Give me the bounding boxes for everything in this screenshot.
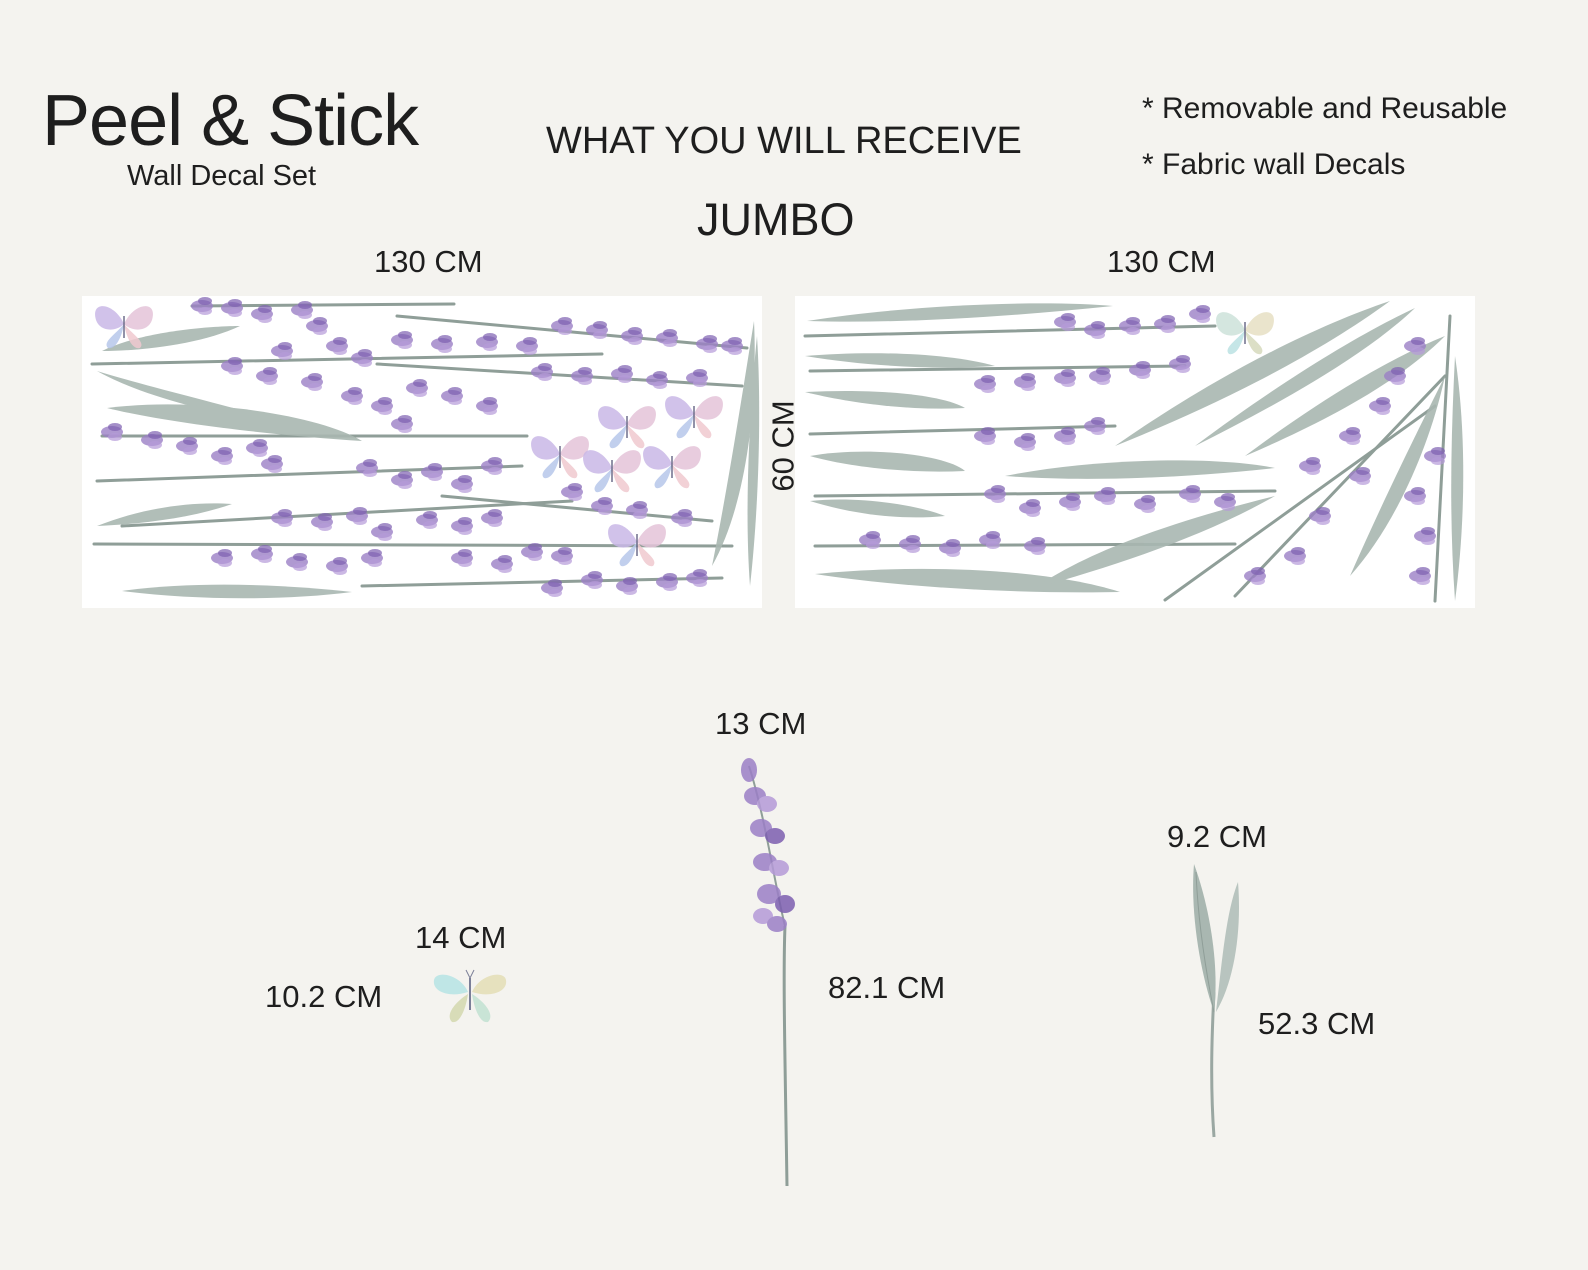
leaf-width: 9.2 CM [1167, 819, 1267, 854]
left-sheet-width: 130 CM [374, 244, 483, 279]
feature-fabric: * Fabric wall Decals [1142, 148, 1406, 181]
butterfly-width: 14 CM [415, 920, 507, 955]
right-sheet-width: 130 CM [1107, 244, 1216, 279]
right-decal-sheet [795, 296, 1475, 608]
lavender-height: 82.1 CM [828, 970, 946, 1005]
left-decal-sheet [82, 296, 762, 608]
lavender-stem-decal [741, 758, 795, 1187]
brand-title: Peel & Stick [42, 81, 419, 161]
left-sheet-illustration [90, 297, 760, 599]
feature-removable: * Removable and Reusable [1142, 92, 1508, 125]
page-heading: WHAT YOU WILL RECEIVE [546, 120, 1022, 162]
butterfly-decal [433, 969, 507, 1023]
lavender-width: 13 CM [715, 706, 807, 741]
right-sheet-illustration [803, 301, 1464, 603]
size-label: JUMBO [697, 194, 855, 245]
brand-subtitle: Wall Decal Set [127, 160, 317, 192]
butterfly-height: 10.2 CM [265, 979, 383, 1014]
leaf-pair-decal [1193, 864, 1240, 1138]
leaf-height: 52.3 CM [1258, 1006, 1376, 1041]
